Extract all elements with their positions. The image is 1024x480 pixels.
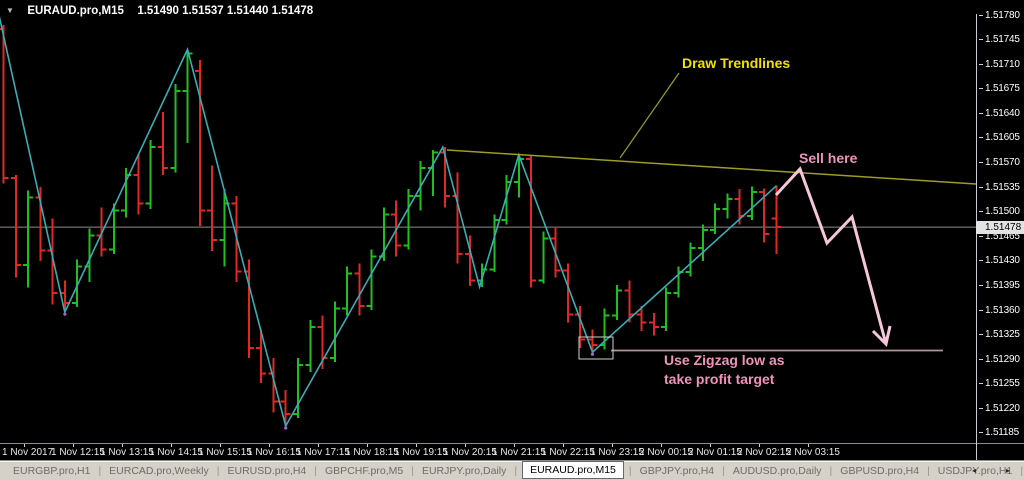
time-axis-label: 1 Nov 16:15: [247, 447, 301, 458]
current-price-badge: 1.51478: [976, 220, 1024, 234]
price-axis-label: 1.51675: [979, 83, 1020, 95]
time-axis-label: 2 Nov 01:15: [688, 447, 742, 458]
tab-separator: |: [411, 464, 414, 477]
symbol-marker-icon: ▼: [6, 6, 14, 15]
chart-tab-eurcad-pro-weekly[interactable]: EURCAD.pro,Weekly: [109, 464, 209, 477]
tab-separator: |: [722, 464, 725, 477]
sell-projection-arrow[interactable]: [774, 166, 888, 345]
sell-projection-arrowhead: [871, 325, 892, 347]
zigzag-low-marker: [284, 426, 288, 430]
chart-tab-usdjpy-pro-h1[interactable]: USDJPY.pro,H1: [937, 464, 1013, 477]
time-axis-label: 1 Nov 23:15: [590, 447, 644, 458]
tab-separator: |: [1020, 464, 1024, 477]
take-profit-note-line2: take profit target: [664, 371, 775, 387]
time-axis-tick: [514, 444, 515, 447]
chart-tab-eurusd-pro-h4[interactable]: EURUSD.pro,H4: [227, 464, 307, 477]
zigzag-low-marker: [590, 352, 595, 356]
chart-symbol-timeframe: EURAUD.pro,M15: [27, 5, 124, 17]
price-axis-label: 1.51290: [979, 353, 1020, 365]
tab-separator: |: [514, 464, 518, 477]
time-axis-tick: [269, 444, 270, 447]
price-axis-label: 1.51220: [979, 402, 1020, 414]
zigzag-indicator-line: [0, 16, 778, 429]
zigzag-low-rectangle-object[interactable]: [578, 336, 614, 360]
time-axis-label: 1 Nov 13:15: [100, 447, 154, 458]
chart-tab-eurjpy-pro-daily[interactable]: EURJPY.pro,Daily: [421, 464, 507, 477]
time-axis-label: 1 Nov 17:15: [296, 447, 350, 458]
time-axis-tick: [759, 444, 760, 447]
price-axis-label: 1.51605: [979, 132, 1020, 144]
time-axis-tick: [73, 444, 74, 447]
draw-trendlines-label[interactable]: Draw Trendlines: [682, 55, 791, 71]
trendline-pointer-line[interactable]: [619, 72, 680, 159]
time-axis-label: 1 Nov 20:15: [443, 447, 497, 458]
chart-tab-gbpjpy-pro-h4[interactable]: GBPJPY.pro,H4: [639, 464, 715, 477]
time-axis-label: 1 Nov 14:15: [149, 447, 203, 458]
price-axis-label: 1.51745: [979, 34, 1020, 46]
price-axis-label: 1.51535: [979, 181, 1020, 193]
time-axis-label: 2 Nov 02:15: [737, 447, 791, 458]
chart-plot[interactable]: [0, 0, 976, 443]
time-axis-tick: [318, 444, 319, 447]
tab-separator: |: [314, 464, 318, 477]
tab-scroll-right-icon[interactable]: ▸: [1006, 466, 1011, 475]
time-axis-tick: [122, 444, 123, 447]
chart-tab-gbpchf-pro-m5[interactable]: GBPCHF.pro,M5: [325, 464, 404, 477]
time-axis-tick: [220, 444, 221, 447]
tab-scroll-left-icon[interactable]: ◂: [972, 466, 977, 475]
price-axis-label: 1.51465: [979, 230, 1020, 242]
take-profit-note-line1: Use Zigzag low as: [664, 352, 785, 368]
time-axis-tick: [612, 444, 613, 447]
price-axis-label: 1.51640: [979, 107, 1020, 119]
axis-separator: [976, 14, 977, 460]
trendline-object[interactable]: [446, 149, 976, 185]
time-axis-tick: [416, 444, 417, 447]
time-axis-label: 1 Nov 21:15: [492, 447, 546, 458]
time-axis-tick: [465, 444, 466, 447]
time-axis-label: 2 Nov 00:15: [639, 447, 693, 458]
price-axis-label: 1.51255: [979, 378, 1020, 390]
sell-here-label[interactable]: Sell here: [799, 150, 858, 166]
time-axis-tick: [710, 444, 711, 447]
chart-tab-gbpusd-pro-h4[interactable]: GBPUSD.pro,H4: [840, 464, 920, 477]
time-axis-label: 1 Nov 18:15: [345, 447, 399, 458]
time-axis-tick: [808, 444, 809, 447]
chart-tab-euraud-pro-m15[interactable]: EURAUD.pro,M15: [522, 460, 624, 479]
time-axis-tick: [171, 444, 172, 447]
chart-title: ▼ EURAUD.pro,M15 1.51490 1.51537 1.51440…: [6, 1, 313, 19]
time-axis-label: 1 Nov 15:15: [198, 447, 252, 458]
price-axis-label: 1.51325: [979, 329, 1020, 341]
price-axis-label: 1.51780: [979, 9, 1020, 21]
price-axis-label: 1.51395: [979, 279, 1020, 291]
chart-ohlc-values: 1.51490 1.51537 1.51440 1.51478: [137, 5, 314, 17]
price-axis-label: 1.51430: [979, 255, 1020, 267]
price-axis-label: 1.51500: [979, 206, 1020, 218]
tab-separator: |: [98, 464, 102, 477]
time-axis-label: 1 Nov 2017: [2, 447, 54, 458]
chart-tab-bar: EURGBP.pro,H1 | EURCAD.pro,Weekly | EURUSD.p…: [0, 460, 1024, 480]
time-axis-tick: [563, 444, 564, 447]
price-axis-label: 1.51710: [979, 58, 1020, 70]
time-axis-label: 1 Nov 12:15: [51, 447, 105, 458]
price-axis-label: 1.51570: [979, 157, 1020, 169]
price-axis-label: 1.51185: [978, 427, 1020, 439]
time-axis: 1 Nov 2017 1 Nov 12:15 1 Nov 13:15 1 Nov 14…: [0, 443, 1024, 460]
chart-tab-audusd-pro-daily[interactable]: AUDUSD.pro,Daily: [732, 464, 822, 477]
time-axis-tick: [24, 444, 25, 447]
time-axis-label: 1 Nov 22:15: [541, 447, 595, 458]
tab-separator: |: [829, 464, 833, 477]
chart-tab-eurgbp-pro-h1[interactable]: EURGBP.pro,H1: [13, 464, 91, 477]
time-axis-label: 2 Nov 03:15: [786, 447, 840, 458]
tab-separator: |: [216, 464, 220, 477]
time-axis-tick: [661, 444, 662, 447]
take-profit-note[interactable]: Use Zigzag low as take profit target: [664, 351, 785, 389]
price-axis-label: 1.51360: [979, 304, 1020, 316]
tab-separator: |: [628, 464, 632, 477]
zigzag-low-marker: [63, 312, 67, 316]
tab-separator: |: [927, 464, 930, 477]
time-axis-label: 1 Nov 19:15: [394, 447, 448, 458]
time-axis-tick: [367, 444, 368, 447]
